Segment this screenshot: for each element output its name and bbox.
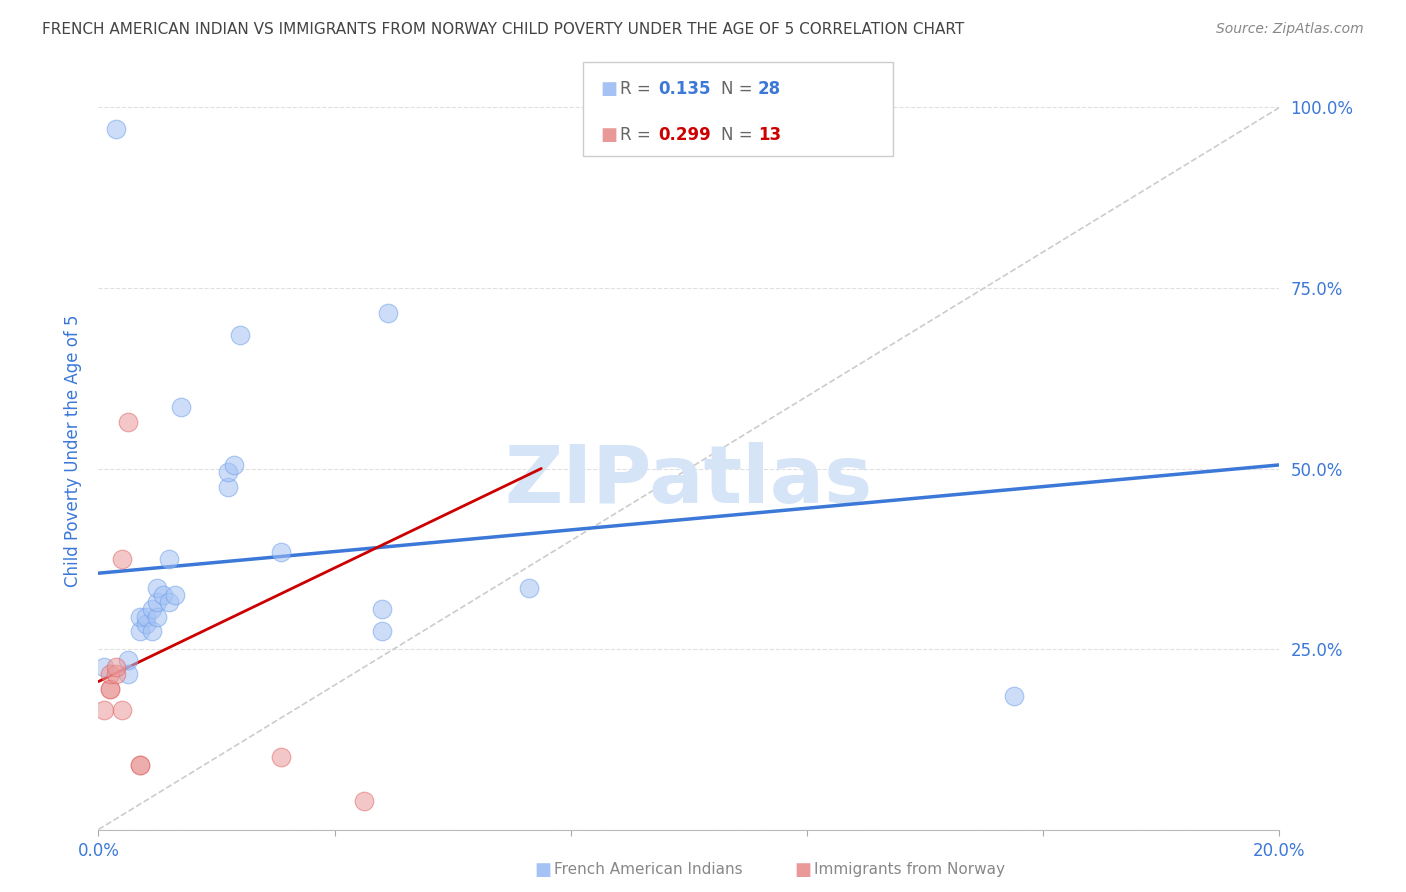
Point [105, 122, 128, 136]
Point [98, 681, 121, 696]
Point [217, 465, 239, 479]
Point [105, 667, 128, 681]
Point [146, 581, 169, 595]
Point [98, 681, 121, 696]
Y-axis label: Child Poverty Under the Age of 5: Child Poverty Under the Age of 5 [65, 314, 83, 587]
Point [270, 750, 292, 764]
Point [371, 602, 394, 616]
Point [152, 588, 174, 602]
Point [141, 602, 163, 616]
Text: 0.135: 0.135 [658, 79, 710, 97]
Point [377, 306, 399, 320]
Text: 28: 28 [758, 79, 780, 97]
Point [224, 458, 246, 472]
Point [519, 581, 541, 595]
Point [229, 327, 252, 342]
Point [141, 624, 163, 638]
Text: ■: ■ [534, 861, 551, 879]
Text: ■: ■ [600, 79, 617, 97]
Point [128, 609, 150, 624]
Point [135, 609, 157, 624]
Point [371, 624, 394, 638]
Text: N =: N = [721, 79, 758, 97]
Text: R =: R = [620, 127, 657, 145]
Point [157, 551, 180, 566]
Point [157, 595, 180, 609]
Point [170, 400, 193, 414]
Point [93, 703, 115, 717]
Point [98, 667, 121, 681]
Point [165, 588, 187, 602]
Point [93, 660, 115, 674]
Text: French American Indians: French American Indians [554, 863, 742, 877]
Text: ■: ■ [794, 861, 811, 879]
Point [146, 595, 169, 609]
Point [128, 624, 150, 638]
Text: Immigrants from Norway: Immigrants from Norway [814, 863, 1005, 877]
Text: 13: 13 [758, 127, 780, 145]
Point [146, 609, 169, 624]
Point [353, 794, 375, 808]
Point [117, 415, 139, 429]
Point [270, 544, 292, 558]
Point [117, 653, 139, 667]
Text: ■: ■ [600, 127, 617, 145]
Text: FRENCH AMERICAN INDIAN VS IMMIGRANTS FROM NORWAY CHILD POVERTY UNDER THE AGE OF : FRENCH AMERICAN INDIAN VS IMMIGRANTS FRO… [42, 22, 965, 37]
Point [111, 703, 134, 717]
Text: N =: N = [721, 127, 758, 145]
Point [128, 757, 150, 772]
Point [135, 616, 157, 631]
Point [217, 479, 239, 493]
Point [1002, 689, 1025, 703]
Text: Source: ZipAtlas.com: Source: ZipAtlas.com [1216, 22, 1364, 37]
Text: 0.299: 0.299 [658, 127, 711, 145]
Text: ZIPatlas: ZIPatlas [505, 442, 873, 520]
Point [117, 667, 139, 681]
Point [105, 660, 128, 674]
Point [111, 551, 134, 566]
Text: R =: R = [620, 79, 657, 97]
Point [128, 757, 150, 772]
